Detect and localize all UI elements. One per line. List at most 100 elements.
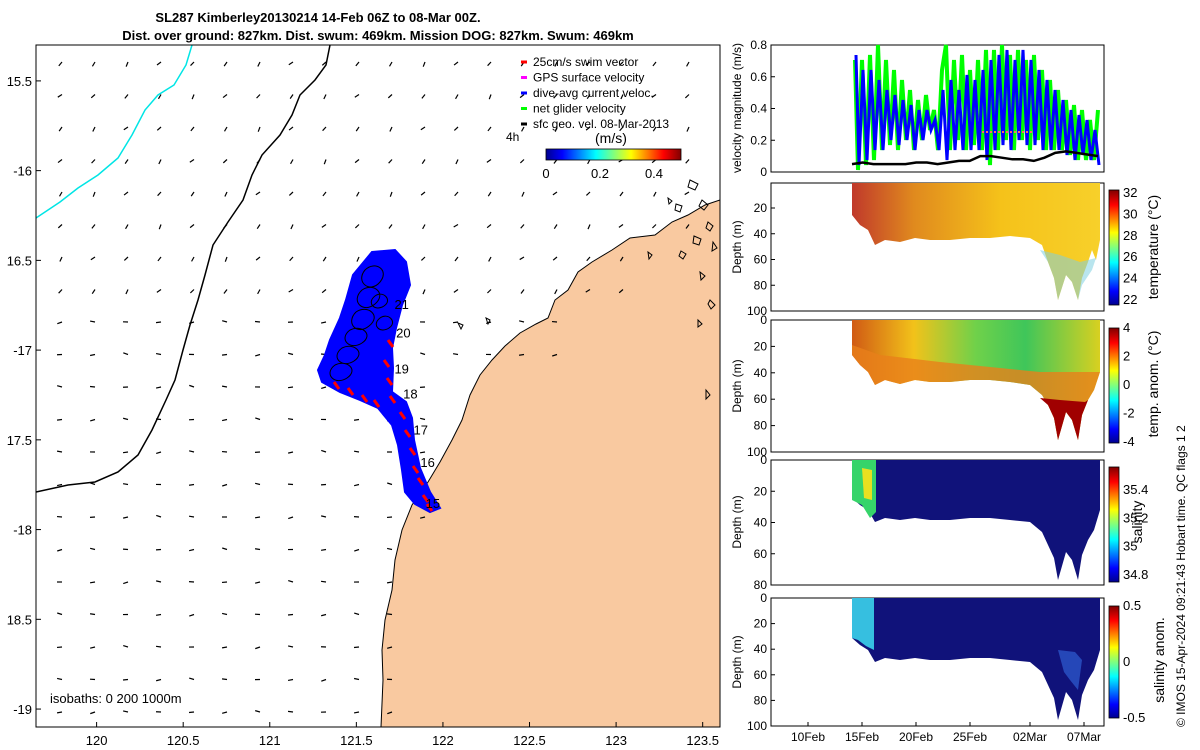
geostrophic-vector-field (56, 61, 690, 715)
colorbar-tick-label: 22 (1123, 292, 1137, 307)
geo-vector-arrow (188, 548, 195, 552)
map-lat-tick-label: -16 (13, 164, 32, 179)
geo-vector-arrow (353, 711, 360, 714)
geo-vector-arrow (619, 126, 624, 132)
geo-vector-arrow (254, 482, 261, 486)
geo-vector-arrow (56, 418, 63, 421)
geo-vector-arrow (354, 548, 360, 552)
geo-vector-arrow (56, 711, 63, 714)
geo-vector-arrow (421, 94, 426, 99)
geo-vector-arrow (122, 516, 129, 519)
geo-vector-arrow (90, 646, 96, 649)
geo-vector-arrow (56, 450, 63, 453)
geo-vector-arrow (619, 191, 624, 197)
swim-vector-mark (388, 395, 397, 404)
y-tick-label: 60 (754, 253, 768, 267)
geo-vector-arrow (189, 224, 195, 229)
map-day-labels: 21 20 19 18 17 16 15 (394, 297, 440, 511)
geo-vector-arrow (520, 224, 525, 229)
geo-vector-arrow (189, 384, 195, 388)
geo-vector-arrow (321, 449, 327, 453)
map-colorbar-unit: (m/s) (595, 130, 627, 146)
geo-vector-arrow (156, 61, 162, 66)
geo-vector-arrow (290, 159, 294, 165)
geo-vector-arrow (257, 289, 261, 295)
geo-vector-arrow (651, 94, 657, 98)
colorbar-tick-label: 35.4 (1123, 482, 1148, 497)
geo-vector-arrow (59, 256, 63, 262)
swim-vector-mark (398, 411, 407, 420)
temp-anomaly-warm-lower (852, 345, 1100, 440)
geo-vector-arrow (189, 613, 195, 617)
geo-vector-arrow (354, 224, 360, 229)
geo-vector-arrow (188, 711, 195, 714)
geo-vector-arrow (290, 224, 294, 230)
geo-vector-arrow (618, 224, 624, 228)
geo-vector-arrow (89, 581, 96, 584)
geo-vector-arrow (189, 677, 195, 681)
temp-anomaly-colorbar-label: temp. anom. (°C) (1145, 331, 1161, 438)
geo-vector-arrow (155, 580, 162, 583)
geo-vector-arrow (289, 94, 294, 99)
geo-vector-arrow (353, 418, 360, 421)
geo-vector-arrow (89, 353, 96, 357)
geo-vector-arrow (685, 224, 690, 229)
geo-vector-arrow (653, 191, 657, 197)
map-legend: 25cm/s swim vector GPS surface velocitydi… (521, 55, 669, 131)
geo-vector-arrow (585, 126, 591, 131)
geo-vector-arrow (422, 61, 426, 67)
geo-vector-arrow (189, 158, 195, 163)
map-lon-tick-label: 121.5 (340, 733, 373, 748)
colorbar-tick-label: 2 (1123, 349, 1130, 364)
isobath-200m (36, 45, 193, 219)
geo-vector-arrow (519, 159, 525, 164)
geo-vector-arrow (287, 710, 294, 713)
geo-vector-arrow (322, 191, 327, 197)
geo-vector-arrow (322, 256, 327, 262)
salinity-field (852, 460, 1100, 580)
colorbar-tick-label: 0 (1123, 377, 1130, 392)
isobath-0m (36, 45, 331, 493)
velocity-current-series (854, 49, 1101, 166)
geo-vector-arrow (387, 482, 393, 486)
geo-vector-arrow (320, 321, 327, 324)
geo-vector-arrow (554, 61, 558, 67)
geo-vector-arrow (58, 191, 63, 197)
geo-vector-arrow (552, 256, 558, 261)
geo-vector-arrow (223, 61, 228, 67)
legend-entry: net glider velocity (533, 102, 626, 116)
colorbar-tick-label: 34.8 (1123, 567, 1148, 582)
geo-vector-arrow (256, 224, 261, 230)
y-tick-label: 40 (754, 227, 768, 241)
colorbar-tick-label: 0 (1123, 654, 1130, 669)
geo-vector-arrow (56, 483, 63, 487)
geo-vector-arrow (156, 514, 162, 518)
geo-vector-arrow (287, 418, 294, 421)
geo-vector-arrow (89, 613, 96, 616)
temperature-colorbar-ticks: 32 30 28 26 24 22 (1123, 185, 1137, 307)
geo-vector-arrow (288, 516, 294, 520)
y-tick-label: 60 (754, 392, 768, 406)
geo-vector-arrow (123, 126, 129, 131)
geo-vector-arrow (257, 126, 261, 132)
geo-vector-arrow (57, 385, 63, 388)
geo-vector-arrow (452, 353, 459, 356)
geo-vector-arrow (321, 224, 327, 228)
geo-vector-arrow (486, 321, 492, 325)
geo-vector-arrow (353, 677, 360, 681)
geo-vector-arrow (453, 223, 459, 228)
x-tick-label: 25Feb (953, 730, 987, 744)
geo-vector-arrow (123, 417, 129, 421)
velocity-panel: 0 0.2 0.4 0.6 0.8 velocity magnitude (m/s) (730, 38, 1105, 179)
temp-anomaly-colorbar-ticks: 4 2 0 -2 -4 (1123, 320, 1135, 449)
x-tick-label: 07Mar (1067, 730, 1101, 744)
geo-vector-arrow (354, 93, 360, 98)
geo-vector-arrow (90, 256, 96, 261)
geo-vector-arrow (58, 126, 63, 132)
geo-vector-arrow (57, 548, 63, 552)
geo-vector-arrow (156, 289, 162, 293)
geo-vector-arrow (56, 677, 63, 681)
geo-vector-arrow (155, 613, 162, 616)
y-tick-label: 0 (760, 453, 767, 467)
geo-vector-arrow (554, 126, 558, 132)
